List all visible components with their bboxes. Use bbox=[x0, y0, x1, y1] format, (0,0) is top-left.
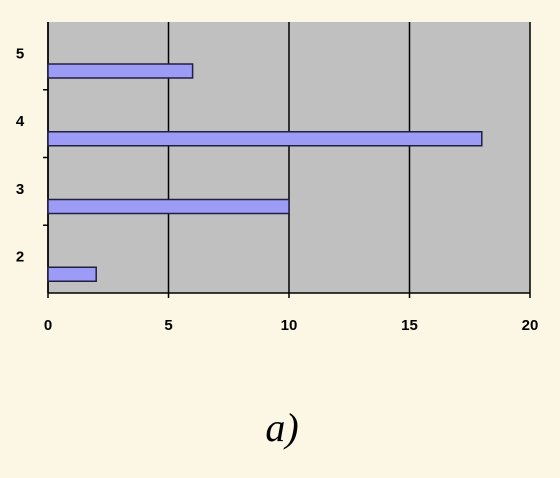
y-tick-label: 2 bbox=[16, 249, 24, 266]
y-tick-label: 3 bbox=[16, 181, 24, 198]
bar bbox=[47, 131, 483, 147]
y-tick-label: 5 bbox=[16, 45, 24, 62]
bar bbox=[47, 266, 97, 283]
bar bbox=[47, 198, 290, 215]
caption: a) bbox=[265, 405, 298, 450]
x-tick-label: 10 bbox=[281, 317, 298, 334]
x-tick-label: 0 bbox=[44, 317, 52, 334]
x-tick-label: 20 bbox=[522, 317, 539, 334]
x-tick-label: 15 bbox=[401, 317, 418, 334]
y-tick-label: 4 bbox=[16, 113, 25, 130]
x-tick-label: 5 bbox=[164, 317, 172, 334]
bar bbox=[47, 63, 194, 79]
